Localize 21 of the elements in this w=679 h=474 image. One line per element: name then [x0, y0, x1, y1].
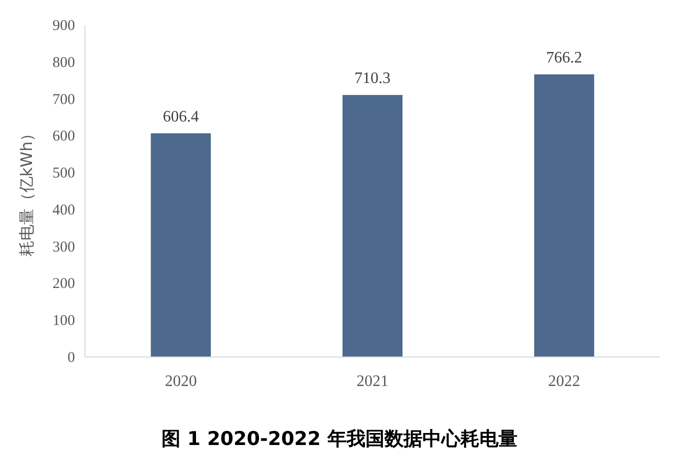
data-label: 766.2 [546, 49, 582, 66]
x-tick-label: 2021 [356, 373, 388, 390]
y-tick-label: 600 [52, 128, 75, 145]
x-tick-label: 2022 [548, 373, 580, 390]
bar [534, 74, 594, 357]
y-tick-label: 300 [52, 239, 75, 256]
y-tick-label: 200 [52, 276, 75, 292]
y-tick-label: 100 [52, 313, 75, 330]
bar [150, 133, 211, 357]
y-tick-label: 0 [68, 350, 75, 366]
y-tick-label: 700 [52, 92, 75, 108]
y-tick-label: 400 [52, 202, 75, 218]
y-tick-label: 900 [52, 18, 75, 34]
y-tick-label: 500 [52, 166, 75, 182]
data-label: 710.3 [354, 70, 390, 87]
text: 图 1 2020-2022 年我国数据中心耗电量 [162, 428, 518, 450]
y-axis-title: 耗电量（亿kWh） [17, 125, 36, 257]
bar [342, 94, 402, 357]
x-tick-label: 2020 [164, 373, 197, 390]
y-tick-label: 800 [52, 54, 75, 71]
data-label: 606.4 [162, 108, 199, 126]
